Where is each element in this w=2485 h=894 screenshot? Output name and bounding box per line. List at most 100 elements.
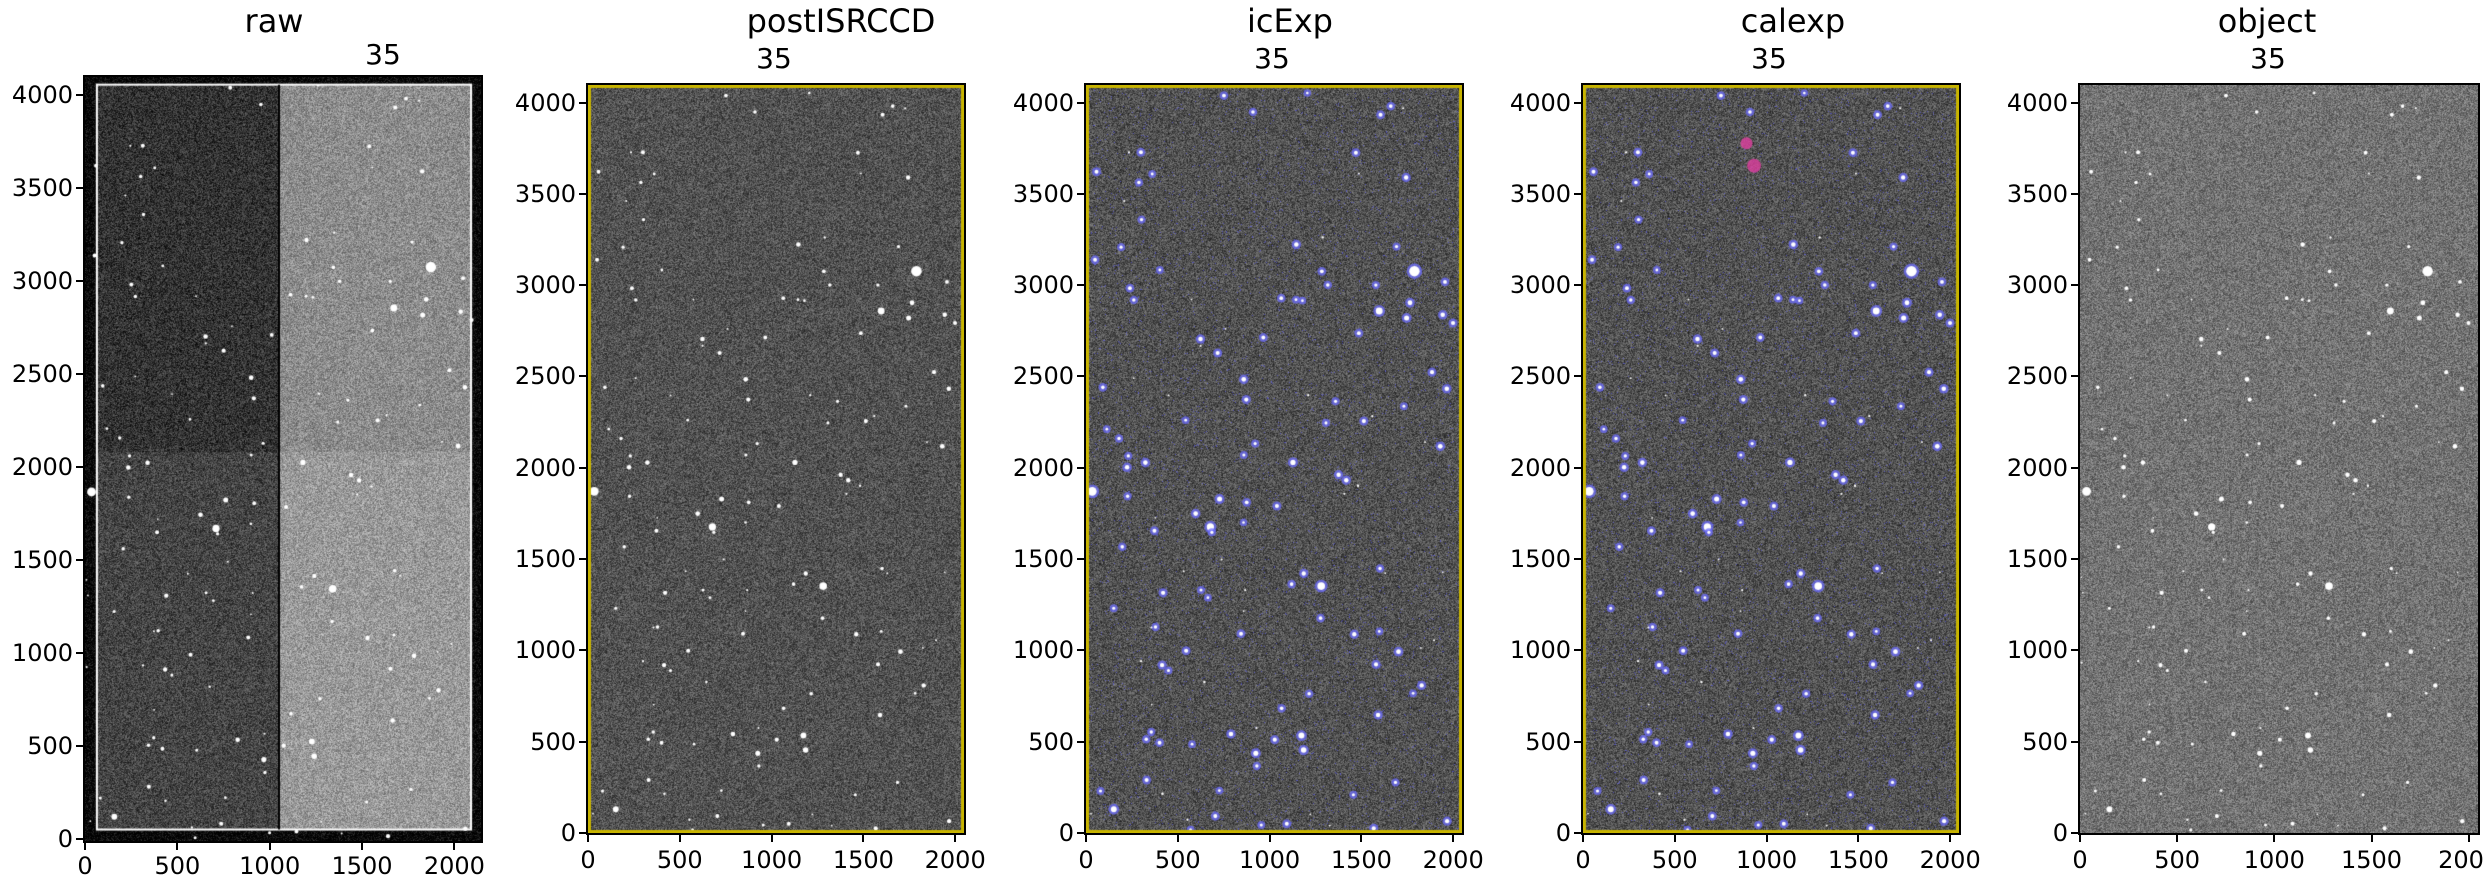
panel-title: raw — [244, 2, 304, 40]
panel-subtitle: 35 — [2250, 42, 2286, 75]
y-tick-mark — [2071, 832, 2078, 834]
y-tick-mark — [76, 186, 83, 189]
y-tick-mark — [1077, 649, 1084, 652]
x-tick-mark — [1085, 835, 1087, 842]
y-tick-mark — [1077, 284, 1084, 287]
y-tick-mark — [579, 192, 586, 195]
y-tick-mark — [1574, 649, 1581, 652]
x-tick-label: 1500 — [1330, 846, 1392, 874]
y-tick-mark — [1077, 832, 1084, 834]
image-raw — [83, 75, 483, 843]
image-pixels — [85, 77, 481, 841]
x-tick-label: 1000 — [2243, 846, 2305, 874]
x-tick-label: 1500 — [832, 846, 894, 874]
y-tick-mark — [2071, 284, 2078, 287]
y-tick-label: 3500 — [1509, 179, 1571, 208]
y-tick-label: 4000 — [1509, 88, 1571, 117]
y-tick-label: 2500 — [1012, 362, 1074, 391]
y-tick-label: 500 — [1525, 727, 1571, 756]
image-pixels — [588, 85, 964, 833]
x-tick-label: 500 — [1651, 846, 1698, 874]
panel-subtitle: 35 — [365, 38, 401, 71]
image-pixels — [1086, 85, 1462, 833]
y-tick-label: 0 — [57, 825, 73, 853]
y-tick-label: 500 — [27, 731, 73, 760]
x-tick-label: 2000 — [2438, 846, 2485, 874]
y-tick-label: 4000 — [11, 80, 73, 109]
y-tick-mark — [1574, 832, 1581, 834]
y-tick-mark — [76, 465, 83, 468]
y-tick-mark — [76, 93, 83, 96]
y-tick-label: 0 — [1555, 819, 1571, 847]
x-tick-label: 0 — [77, 852, 93, 880]
panel-subtitle: 35 — [756, 42, 792, 75]
x-tick-label: 0 — [2072, 846, 2088, 874]
y-tick-mark — [1077, 740, 1084, 743]
x-tick-label: 1000 — [1736, 846, 1798, 874]
y-tick-mark — [2071, 740, 2078, 743]
y-tick-label: 3000 — [11, 266, 73, 295]
x-tick-label: 2000 — [1919, 846, 1981, 874]
y-tick-mark — [2071, 375, 2078, 378]
panel-title: calexp — [1740, 2, 1846, 40]
y-tick-label: 1500 — [514, 545, 576, 574]
x-tick-label: 1000 — [1239, 846, 1301, 874]
y-tick-label: 2000 — [514, 453, 576, 482]
y-tick-label: 1000 — [514, 636, 576, 665]
x-tick-mark — [176, 843, 179, 850]
y-tick-label: 4000 — [514, 88, 576, 117]
y-tick-mark — [76, 279, 83, 282]
y-tick-label: 500 — [2022, 727, 2068, 756]
x-tick-mark — [268, 843, 271, 850]
panel-title: icExp — [1247, 2, 1333, 40]
y-tick-label: 0 — [1058, 819, 1074, 847]
y-tick-mark — [1574, 192, 1581, 195]
y-tick-label: 1000 — [2006, 636, 2068, 665]
y-tick-mark — [1574, 740, 1581, 743]
y-tick-label: 4000 — [1012, 88, 1074, 117]
y-tick-mark — [1574, 101, 1581, 104]
x-tick-mark — [361, 843, 364, 850]
y-tick-mark — [1077, 375, 1084, 378]
y-tick-mark — [76, 651, 83, 654]
x-tick-mark — [2079, 835, 2081, 842]
y-tick-mark — [1574, 284, 1581, 287]
y-tick-mark — [579, 832, 586, 834]
y-tick-mark — [579, 466, 586, 469]
y-tick-mark — [1077, 101, 1084, 104]
y-tick-label: 2500 — [11, 359, 73, 388]
y-tick-mark — [579, 558, 586, 561]
x-tick-mark — [587, 835, 589, 842]
y-tick-label: 0 — [2052, 819, 2068, 847]
y-tick-label: 3500 — [514, 179, 576, 208]
y-tick-mark — [1574, 558, 1581, 561]
y-tick-label: 0 — [560, 819, 576, 847]
y-tick-label: 1500 — [11, 545, 73, 574]
y-tick-mark — [579, 649, 586, 652]
y-tick-mark — [1077, 558, 1084, 561]
y-tick-label: 500 — [1028, 727, 1074, 756]
x-tick-mark — [1452, 835, 1455, 842]
image-icExp — [1084, 83, 1464, 835]
x-tick-mark — [1765, 835, 1768, 842]
x-tick-mark — [678, 835, 681, 842]
y-tick-mark — [579, 284, 586, 287]
y-tick-mark — [1574, 466, 1581, 469]
x-tick-mark — [954, 835, 957, 842]
y-tick-mark — [76, 838, 83, 840]
y-tick-mark — [1077, 466, 1084, 469]
x-tick-label: 500 — [1154, 846, 1201, 874]
x-tick-mark — [84, 843, 86, 850]
x-tick-mark — [1857, 835, 1860, 842]
x-tick-mark — [2370, 835, 2373, 842]
y-tick-mark — [2071, 101, 2078, 104]
y-tick-label: 3500 — [2006, 179, 2068, 208]
y-tick-mark — [2071, 558, 2078, 561]
x-tick-mark — [453, 843, 456, 850]
y-tick-label: 1000 — [1509, 636, 1571, 665]
